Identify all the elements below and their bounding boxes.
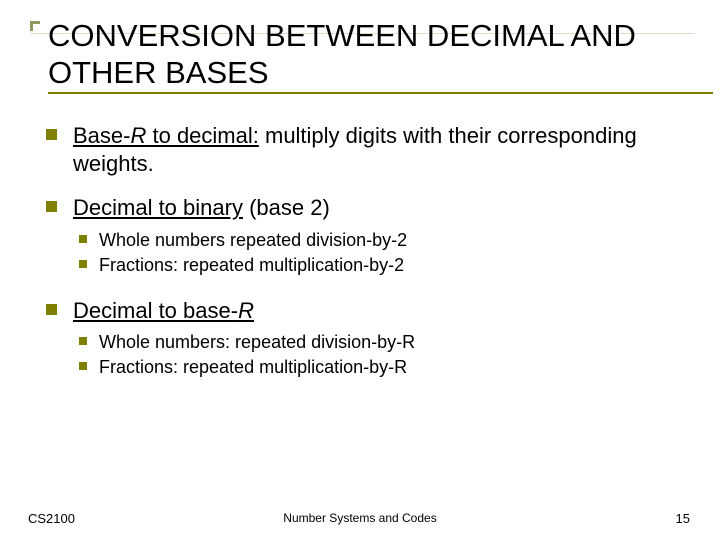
bullet-underline-part: Decimal to base- <box>73 298 238 323</box>
footer-topic: Number Systems and Codes <box>283 511 436 525</box>
sub-bullet-list: Whole numbers repeated division-by-2 Fra… <box>73 229 407 277</box>
bullet-underline-part: Base- <box>73 123 130 148</box>
bullet-underline-part: Decimal to binary <box>73 195 243 220</box>
bullet-item: Base-R to decimal: multiply digits with … <box>46 122 690 178</box>
slide-title: CONVERSION BETWEEN DECIMAL AND OTHER BAS… <box>48 18 690 91</box>
sub-bullet-icon <box>79 362 87 370</box>
bullet-underline-tail: to decimal: <box>146 123 259 148</box>
sub-bullet-text: Fractions: repeated multiplication-by-R <box>99 356 407 379</box>
bullet-icon <box>46 129 57 140</box>
slide-title-block: CONVERSION BETWEEN DECIMAL AND OTHER BAS… <box>30 18 690 94</box>
sub-bullet-item: Whole numbers: repeated division-by-R <box>73 331 415 354</box>
bullet-icon <box>46 304 57 315</box>
sub-bullet-icon <box>79 337 87 345</box>
bullet-item: Decimal to base-R Whole numbers: repeate… <box>46 297 690 383</box>
bullet-underline-italic: R <box>130 123 146 148</box>
bullet-item: Decimal to binary (base 2) Whole numbers… <box>46 194 690 280</box>
sub-bullet-item: Whole numbers repeated division-by-2 <box>73 229 407 252</box>
sub-bullet-icon <box>79 260 87 268</box>
sub-bullet-item: Fractions: repeated multiplication-by-R <box>73 356 415 379</box>
sub-bullet-text: Fractions: repeated multiplication-by-2 <box>99 254 404 277</box>
sub-bullet-icon <box>79 235 87 243</box>
bullet-rest: (base 2) <box>243 195 330 220</box>
slide-content: Base-R to decimal: multiply digits with … <box>30 122 690 383</box>
sub-bullet-item: Fractions: repeated multiplication-by-2 <box>73 254 407 277</box>
bullet-text: Decimal to base-R Whole numbers: repeate… <box>73 297 415 383</box>
bullet-text: Base-R to decimal: multiply digits with … <box>73 122 690 178</box>
title-underline <box>48 92 713 94</box>
bullet-text: Decimal to binary (base 2) Whole numbers… <box>73 194 407 280</box>
sub-bullet-list: Whole numbers: repeated division-by-R Fr… <box>73 331 415 379</box>
title-corner-accent <box>30 21 40 31</box>
slide-footer: CS2100 Number Systems and Codes 15 <box>0 511 720 526</box>
bullet-underline-italic: R <box>238 298 254 323</box>
bullet-icon <box>46 201 57 212</box>
footer-page-number: 15 <box>676 511 690 526</box>
footer-course-code: CS2100 <box>28 511 75 526</box>
sub-bullet-text: Whole numbers: repeated division-by-R <box>99 331 415 354</box>
sub-bullet-text: Whole numbers repeated division-by-2 <box>99 229 407 252</box>
